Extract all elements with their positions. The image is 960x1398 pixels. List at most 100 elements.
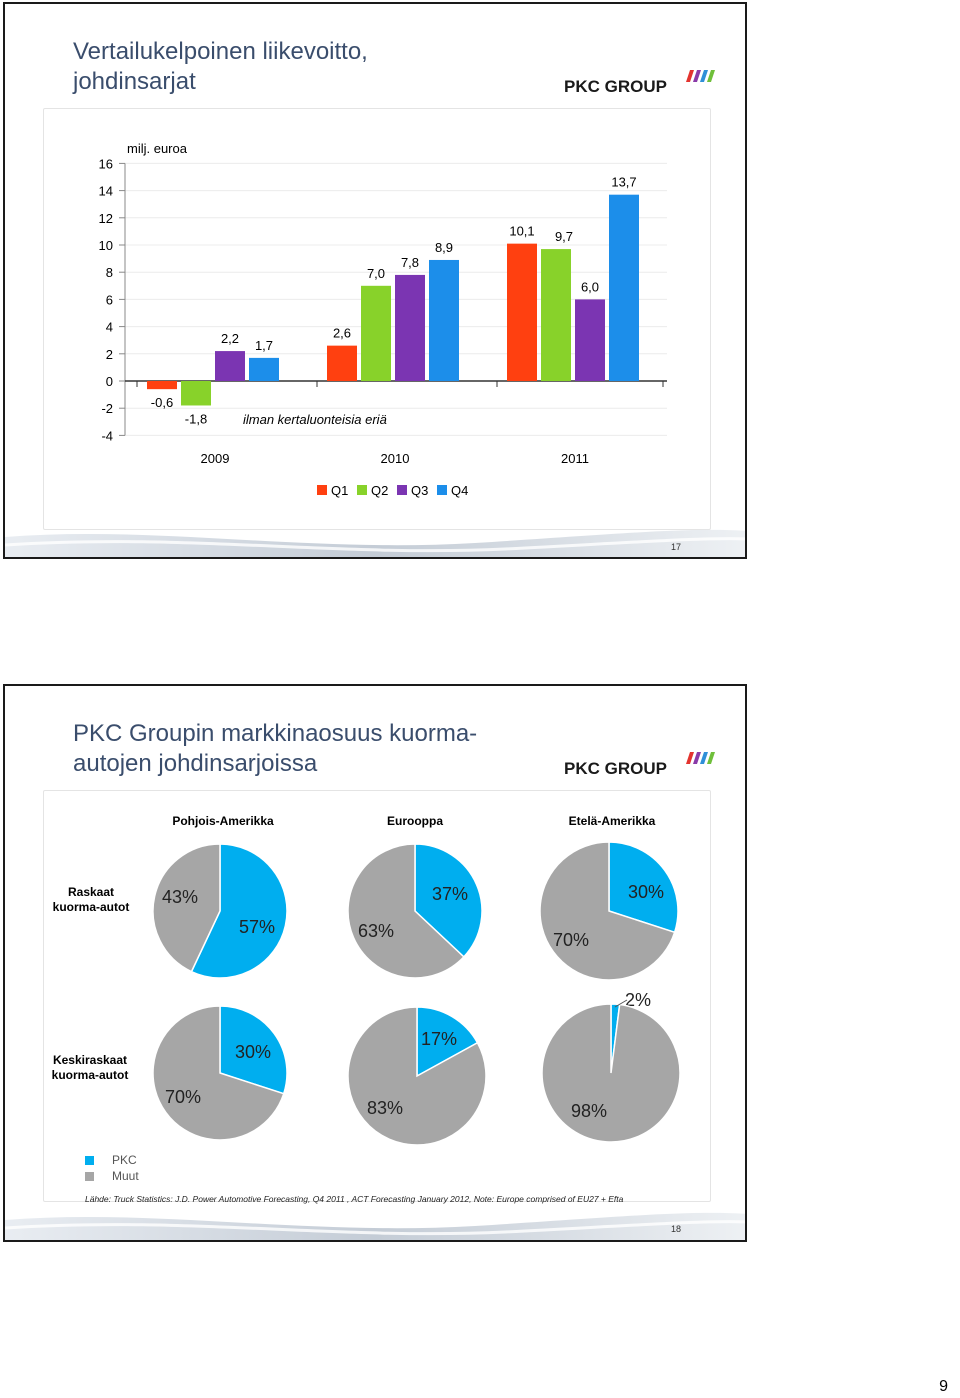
row-label-heavy-trucks: Raskaat kuorma-autot [41,885,141,915]
legend-label: Muut [112,1169,139,1183]
page-number: 17 [670,542,681,552]
pie-label: 17% [421,1029,457,1049]
pie-label: 37% [432,884,468,904]
pie-slice-pkc [219,1005,288,1095]
data-label: 1,7 [255,338,273,353]
y-tick-label: 6 [106,292,113,307]
data-label: 8,9 [435,240,453,255]
data-label: -0,6 [151,395,173,410]
pie-label: 98% [571,1101,607,1121]
pie-label: 43% [162,887,198,907]
pie-label: 83% [367,1098,403,1118]
pie-slice-pkc [608,841,679,934]
y-tick-label: 12 [99,211,113,226]
y-unit-label: milj. euroa [127,141,188,156]
legend-label-q4: Q4 [451,483,468,498]
legend-swatch-q4 [437,485,447,495]
pie-slice-pkc [414,843,483,958]
y-tick-label: 2 [106,347,113,362]
legend-label-q1: Q1 [331,483,348,498]
pie-label: 63% [358,921,394,941]
bar-q2-2011 [541,249,571,381]
data-label: 2,2 [221,331,239,346]
pie-slice-muut [152,1005,285,1141]
pie-legend: PKC Muut [85,1152,139,1184]
page-number: 18 [670,1224,681,1234]
legend-swatch-pkc [85,1156,94,1166]
slide-title-line2: johdinsarjat [73,68,196,95]
legend-swatch-q3 [397,485,407,495]
bar-q1-2010 [327,345,357,381]
content-frame [43,108,711,530]
bar-chart: 16 14 12 10 8 6 4 2 0 -2 -4 milj. euroa -0,6 -1,8 2,2 1… [99,141,667,498]
pkc-group-logo: PKC GROUP [564,70,715,96]
slide-title: PKC Groupin markkinaosuus kuorma- autoje… [73,719,477,779]
data-label: 10,1 [509,224,534,239]
source-note: Lähde: Truck Statistics: J.D. Power Auto… [85,1194,624,1204]
row-label-line2: kuorma-autot [51,1068,129,1082]
bar-q4-2010 [429,259,459,381]
logo-stripes-icon [686,70,715,82]
y-tick-label: -2 [101,401,113,416]
logo-stripes-icon [686,752,715,764]
legend-item-muut: Muut [85,1168,139,1184]
pie-slice-pkc [190,843,288,979]
legend-swatch-q1 [317,485,327,495]
data-label: 7,8 [401,255,419,270]
pie-leader-line [614,999,628,1008]
row-label-line2: kuorma-autot [52,900,130,914]
legend-label-q3: Q3 [411,483,428,498]
slide-operating-profit: Vertailukelpoinen liikevoitto, johdinsar… [3,2,747,559]
bar-q4-2009 [249,357,279,381]
row-label-line1: Raskaat [67,885,115,899]
legend-swatch-q2 [357,485,367,495]
data-label: -1,8 [185,411,207,426]
y-tick-label: 16 [99,156,113,171]
pie-label: 70% [165,1087,201,1107]
data-label: 7,0 [367,266,385,281]
x-tick-label: 2011 [561,451,589,466]
bar-q2-2010 [361,285,391,381]
slide-title-line2: autojen johdinsarjoissa [73,750,318,777]
bar-q3-2009 [215,351,245,381]
logo-text: PKC GROUP [564,759,667,778]
x-tick-label: 2009 [201,451,230,466]
pie-slice-pkc [416,1006,479,1078]
document-page-number: 9 [939,1378,948,1395]
legend-label-q2: Q2 [371,483,388,498]
pie-slice-muut [539,841,676,981]
row-label-line1: Keskiraskaat [52,1053,128,1067]
pie-charts: 57% 43% 37% 63% 30% 70% 30% 70% 17% 83% 2% 98% [152,841,681,1146]
legend-label: PKC [112,1153,137,1167]
pie-label: 30% [628,882,664,902]
region-header-south-america: Etelä-Amerikka [568,814,656,828]
y-tick-label: 10 [99,238,113,253]
pie-label: 57% [239,917,275,937]
data-label: 2,6 [333,326,351,341]
row-label-medium-trucks: Keskiraskaat kuorma-autot [40,1053,140,1083]
region-header-europe: Eurooppa [387,814,443,828]
pkc-group-logo: PKC GROUP [564,752,715,778]
slide-market-share: PKC Groupin markkinaosuus kuorma- autoje… [3,684,747,1242]
y-tick-label: 4 [106,320,113,335]
legend-item-pkc: PKC [85,1152,139,1168]
region-header-north-america: Pohjois-Amerikka [172,814,274,828]
pie-slice-muut [347,1006,487,1146]
pie-label: 30% [235,1042,271,1062]
slide-title-line1: PKC Groupin markkinaosuus kuorma- [73,720,478,747]
y-tick-label: -4 [101,428,113,443]
slide-title-line1: Vertailukelpoinen liikevoitto, [73,38,368,65]
footer-swoosh [5,1212,745,1240]
bar-q1-2009 [147,381,177,390]
y-tick-label: 8 [106,265,113,280]
data-label: 9,7 [555,229,573,244]
data-label: 6,0 [581,279,599,294]
bar-q3-2011 [575,299,605,381]
data-label: 13,7 [611,175,636,190]
pie-slice-muut [541,1003,681,1143]
legend-swatch-muut [85,1172,94,1182]
x-tick-label: 2010 [381,451,410,466]
bar-q4-2011 [609,194,639,381]
y-tick-label: 14 [99,184,113,199]
pie-label: 70% [553,930,589,950]
